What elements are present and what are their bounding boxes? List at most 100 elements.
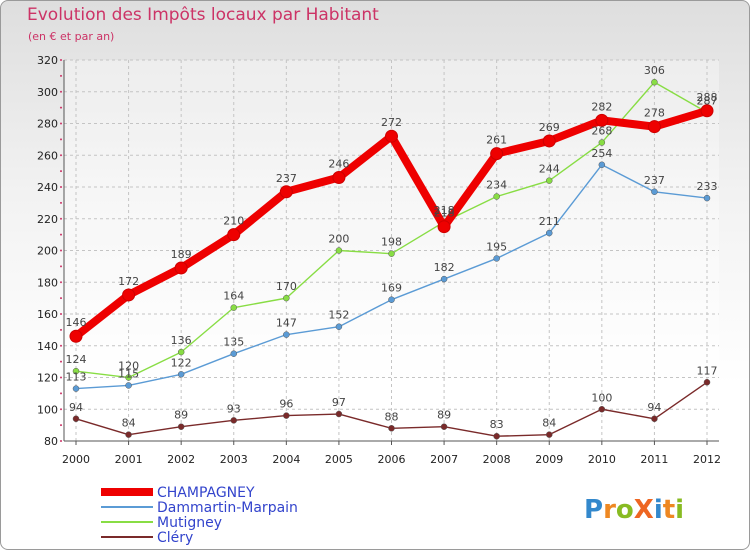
data-point bbox=[440, 275, 448, 283]
logo-letter: i bbox=[675, 495, 684, 525]
x-tick-label: 2012 bbox=[693, 453, 721, 466]
data-label: 93 bbox=[227, 402, 241, 415]
data-point bbox=[598, 161, 606, 169]
legend-entry: Mutigney bbox=[157, 515, 222, 531]
data-label: 97 bbox=[332, 396, 346, 409]
data-point bbox=[598, 139, 606, 146]
y-tick-label: 100 bbox=[37, 403, 58, 416]
y-tick-label: 80 bbox=[44, 435, 58, 448]
data-point bbox=[493, 432, 500, 440]
logo-letter: i bbox=[654, 495, 663, 525]
data-point bbox=[283, 294, 290, 302]
y-tick-label: 200 bbox=[37, 245, 58, 258]
x-tick-label: 2009 bbox=[535, 453, 563, 466]
data-point bbox=[177, 371, 185, 378]
data-label: 282 bbox=[591, 100, 612, 113]
logo-letter: r bbox=[603, 495, 616, 525]
data-label: 83 bbox=[490, 418, 504, 431]
data-point bbox=[177, 423, 185, 430]
data-label: 94 bbox=[69, 401, 83, 414]
data-point bbox=[72, 367, 80, 375]
data-label: 246 bbox=[328, 157, 349, 170]
data-point bbox=[546, 177, 553, 184]
y-minor-tick bbox=[60, 122, 62, 125]
legend-entry: CHAMPAGNEY bbox=[157, 485, 255, 501]
data-label: 100 bbox=[591, 391, 612, 404]
data-label: 89 bbox=[437, 409, 451, 422]
y-tick-label: 120 bbox=[37, 372, 58, 385]
legend-entry: Dammartin-Marpain bbox=[157, 500, 298, 516]
data-point bbox=[490, 147, 504, 161]
data-point bbox=[125, 382, 132, 389]
data-point bbox=[595, 113, 609, 127]
x-tick-label: 2001 bbox=[115, 453, 143, 466]
data-label: 189 bbox=[171, 248, 192, 261]
data-point bbox=[388, 296, 395, 303]
x-tick-label: 2005 bbox=[325, 453, 353, 466]
data-label: 234 bbox=[486, 179, 507, 192]
data-label: 288 bbox=[697, 91, 718, 104]
data-point bbox=[546, 431, 553, 438]
data-point bbox=[651, 78, 658, 86]
y-tick-label: 140 bbox=[37, 340, 58, 353]
y-minor-tick bbox=[60, 186, 62, 188]
data-point bbox=[125, 431, 132, 438]
data-label: 147 bbox=[276, 317, 297, 330]
logo-letter: t bbox=[663, 495, 675, 525]
data-point bbox=[72, 385, 80, 392]
data-point bbox=[651, 415, 658, 423]
x-tick-label: 2010 bbox=[588, 453, 616, 466]
y-minor-tick bbox=[60, 313, 62, 315]
data-label: 237 bbox=[644, 174, 665, 187]
data-point bbox=[437, 220, 451, 234]
y-minor-tick bbox=[60, 90, 62, 93]
x-tick-label: 2002 bbox=[167, 453, 195, 466]
y-tick-label: 280 bbox=[37, 118, 58, 131]
data-point bbox=[493, 193, 500, 200]
data-point bbox=[227, 228, 241, 242]
y-minor-tick bbox=[60, 360, 62, 363]
data-point bbox=[703, 194, 711, 202]
data-label: 254 bbox=[591, 147, 612, 160]
x-tick-label: 2008 bbox=[483, 453, 511, 466]
y-tick-label: 260 bbox=[37, 149, 58, 162]
data-point bbox=[230, 304, 237, 311]
data-point bbox=[546, 229, 553, 237]
data-point bbox=[230, 350, 237, 357]
data-label: 122 bbox=[171, 356, 192, 369]
data-point bbox=[700, 104, 714, 118]
data-label: 113 bbox=[66, 371, 87, 384]
data-point bbox=[335, 323, 343, 330]
data-label: 120 bbox=[118, 360, 139, 373]
y-minor-tick bbox=[60, 217, 62, 220]
data-point bbox=[493, 255, 500, 262]
y-minor-tick bbox=[60, 265, 62, 268]
data-point bbox=[335, 410, 343, 418]
data-point bbox=[283, 412, 290, 419]
y-minor-tick bbox=[60, 408, 62, 411]
data-point bbox=[703, 379, 711, 386]
data-point bbox=[651, 188, 658, 196]
logo-letter: o bbox=[616, 495, 634, 525]
data-label: 200 bbox=[328, 233, 349, 246]
data-point bbox=[72, 415, 80, 423]
y-minor-tick bbox=[60, 440, 62, 442]
data-label: 115 bbox=[118, 367, 139, 380]
data-label: 218 bbox=[434, 207, 455, 220]
data-point bbox=[542, 134, 556, 148]
y-tick-label: 180 bbox=[37, 276, 58, 289]
data-point bbox=[388, 425, 395, 432]
data-point bbox=[335, 247, 343, 254]
data-label: 117 bbox=[697, 364, 718, 377]
data-label: 195 bbox=[486, 240, 507, 253]
data-point bbox=[388, 250, 395, 257]
data-label: 124 bbox=[66, 353, 87, 366]
x-tick-label: 2011 bbox=[640, 453, 668, 466]
y-tick-label: 300 bbox=[37, 86, 58, 99]
data-label: 261 bbox=[486, 134, 507, 147]
data-label: 172 bbox=[118, 275, 139, 288]
data-point bbox=[385, 129, 398, 143]
data-label: 170 bbox=[276, 280, 297, 293]
